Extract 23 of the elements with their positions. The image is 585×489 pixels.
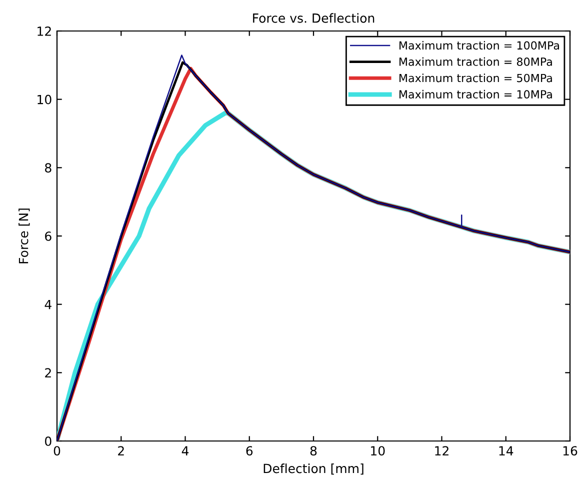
x-tick-label: 12 <box>435 446 448 456</box>
x-tick-label: 4 <box>182 446 189 456</box>
y-tick-label: 10 <box>38 94 52 104</box>
y-axis-title: Force [N] <box>18 208 30 264</box>
x-tick-label: 10 <box>371 446 385 456</box>
y-tick-label: 12 <box>38 26 51 36</box>
y-tick-label: 8 <box>45 163 52 173</box>
x-tick-label: 8 <box>310 446 317 456</box>
legend-label: Maximum traction = 10MPa <box>400 90 552 99</box>
legend-label: Maximum traction = 100MPa <box>400 41 559 50</box>
x-tick-label: 14 <box>499 446 514 456</box>
x-tick-label: 6 <box>246 446 253 456</box>
chart-title: Force vs. Deflection <box>253 13 374 23</box>
y-tick-label: 2 <box>45 368 51 378</box>
legend-label: Maximum traction = 80MPa <box>400 57 552 66</box>
x-axis-title: Deflection [mm] <box>264 464 364 475</box>
x-tick-label: 16 <box>563 446 578 456</box>
x-tick-label: 0 <box>54 446 60 456</box>
y-tick-label: 6 <box>45 231 52 241</box>
y-tick-label: 0 <box>45 436 52 446</box>
y-tick-label: 4 <box>44 300 52 310</box>
legend-label: Maximum traction = 50MPa <box>400 74 552 82</box>
x-tick-label: 2 <box>118 446 124 456</box>
